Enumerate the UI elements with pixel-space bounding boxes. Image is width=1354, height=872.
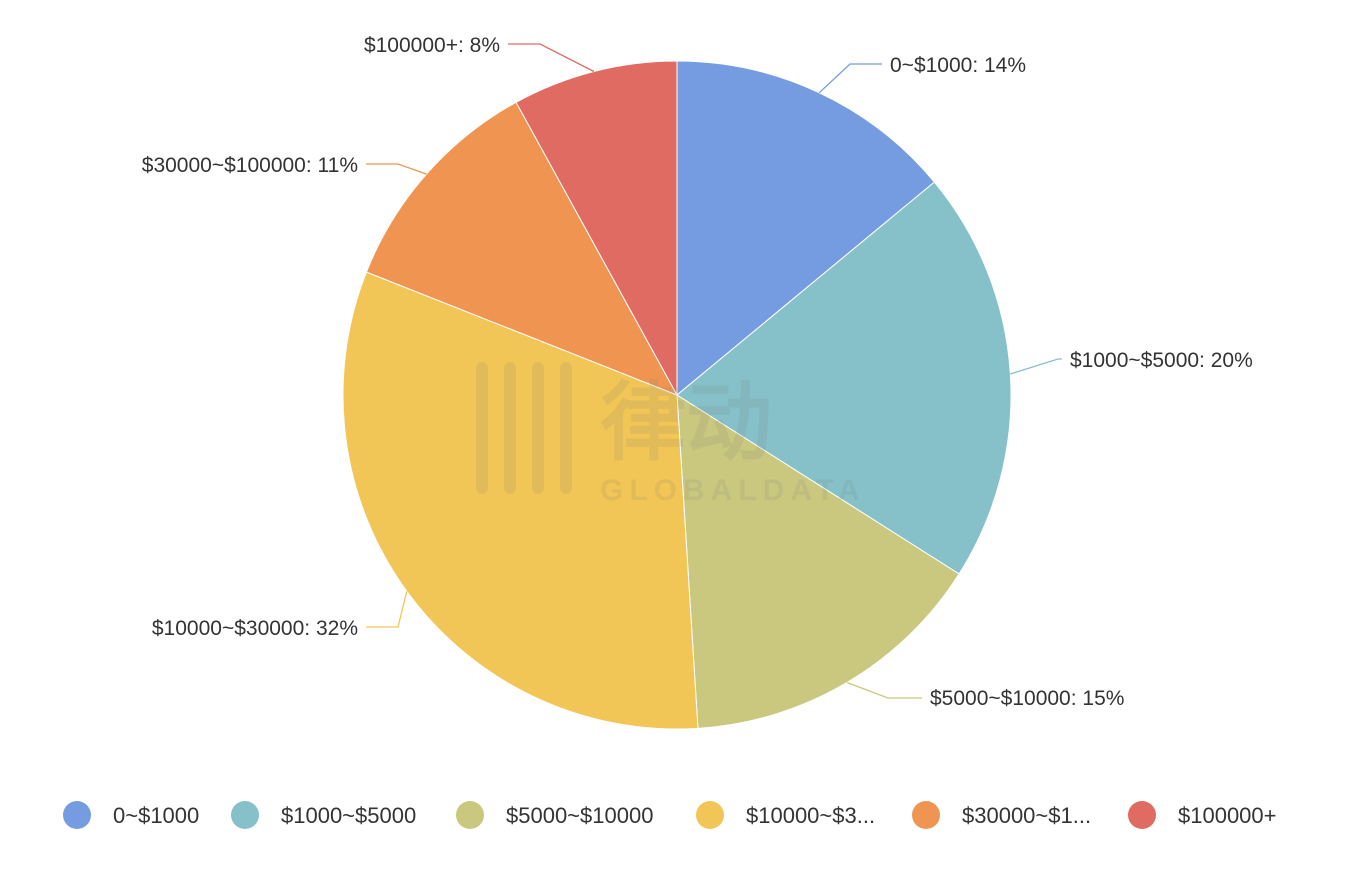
legend-marker[interactable] [1128, 801, 1156, 829]
slice-label: $100000+: 8% [364, 34, 500, 57]
slice-leader-line [818, 63, 882, 94]
legend: 0~$1000 $1000~$5000 $5000~$10000 $10000~$3.… [63, 801, 1277, 829]
legend-label[interactable]: $1000~$5000 [281, 803, 416, 828]
slice-label-leaders [366, 43, 1062, 699]
legend-label[interactable]: $5000~$10000 [506, 803, 653, 828]
pie-slice[interactable] [676, 394, 960, 729]
slice-leader-line [366, 591, 408, 628]
pie-slice[interactable] [515, 60, 678, 396]
legend-marker[interactable] [456, 801, 484, 829]
legend-label[interactable]: 0~$1000 [113, 803, 199, 828]
slice-label: 0~$1000: 14% [890, 54, 1026, 77]
watermark-logo-icon [476, 362, 572, 494]
legend-label[interactable]: $10000~$3... [746, 803, 875, 828]
legend-marker[interactable] [63, 801, 91, 829]
slice-label: $30000~$100000: 11% [142, 154, 358, 177]
slice-leader-line [366, 163, 427, 175]
watermark-text: GLOBALDATA [600, 474, 866, 507]
watermark-logo: 律动 [600, 375, 772, 471]
pie-slice[interactable] [342, 271, 699, 730]
slice-label: $1000~$5000: 20% [1070, 349, 1253, 372]
slice-labels: 0~$1000: 14% $1000~$5000: 20% $5000~$10000… [142, 34, 1253, 710]
slice-label: $10000~$30000: 32% [152, 617, 358, 640]
slice-leader-line [508, 43, 595, 73]
slice-leader-line [846, 681, 922, 699]
legend-marker[interactable] [912, 801, 940, 829]
slice-leader-line [1010, 358, 1062, 375]
slice-label: $5000~$10000: 15% [930, 687, 1124, 710]
legend-marker[interactable] [231, 801, 259, 829]
legend-label[interactable]: $30000~$1... [962, 803, 1091, 828]
legend-label[interactable]: $100000+ [1178, 803, 1277, 828]
pie-slices [342, 60, 1012, 730]
watermark: 律动 GLOBALDATA [476, 362, 866, 507]
legend-marker[interactable] [696, 801, 724, 829]
